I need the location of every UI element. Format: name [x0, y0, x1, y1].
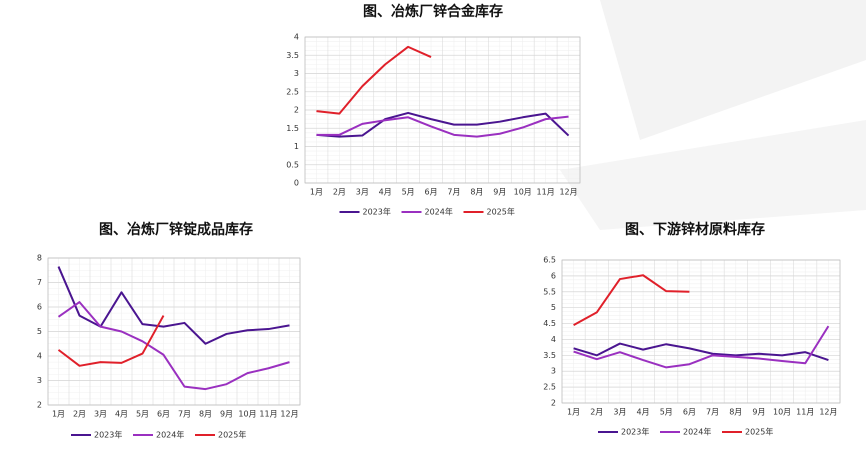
x-tick-label: 8月: [199, 410, 212, 419]
y-tick-label: 2: [551, 399, 556, 408]
x-tick-label: 5月: [402, 188, 415, 197]
x-tick-label: 4月: [637, 408, 650, 417]
series-line: [573, 342, 829, 362]
x-tick-label: 6月: [683, 408, 696, 417]
plot-border: [304, 36, 581, 184]
legend-label: 2025年: [218, 430, 246, 440]
y-tick-label: 3: [37, 376, 42, 385]
x-tick-label: 11月: [259, 410, 277, 419]
x-tick-label: 3月: [356, 188, 369, 197]
x-tick-label: 12月: [280, 410, 298, 419]
series-line: [57, 266, 290, 345]
x-tick-label: 5月: [136, 410, 149, 419]
y-tick-label: 3: [551, 367, 556, 376]
y-tick-label: 5: [551, 303, 556, 312]
x-tick-label: 2月: [73, 410, 86, 419]
x-tick-label: 11月: [537, 188, 555, 197]
x-tick-label: 6月: [157, 410, 170, 419]
x-tick-label: 2月: [590, 408, 603, 417]
x-tick-label: 4月: [379, 188, 392, 197]
legend-label: 2024年: [156, 430, 184, 440]
decoration: [560, 120, 866, 230]
legend-label: 2023年: [621, 427, 649, 437]
y-tick-label: 2: [37, 401, 42, 410]
x-tick-label: 10月: [514, 188, 532, 197]
chart-title: 图、下游锌材原料库存: [625, 221, 765, 238]
series-line: [57, 301, 290, 391]
x-tick-label: 10月: [773, 408, 791, 417]
y-tick-label: 0.5: [286, 160, 299, 169]
x-tick-label: 1月: [52, 410, 65, 419]
x-tick-label: 4月: [115, 410, 128, 419]
y-tick-label: 3.5: [286, 51, 299, 60]
y-tick-label: 4: [37, 352, 42, 361]
x-tick-label: 8月: [470, 188, 483, 197]
x-tick-label: 5月: [660, 408, 673, 417]
series-line: [57, 315, 165, 367]
y-tick-label: 5.5: [543, 287, 556, 296]
x-tick-label: 3月: [94, 410, 107, 419]
x-tick-label: 1月: [310, 188, 323, 197]
x-tick-label: 10月: [238, 410, 256, 419]
y-tick-label: 2: [294, 106, 299, 115]
y-tick-label: 7: [37, 278, 42, 287]
legend-label: 2023年: [363, 207, 391, 217]
chart-title: 图、冶炼厂锌锭成品库存: [99, 221, 253, 238]
chart-title: 图、冶炼厂锌合金库存: [363, 3, 503, 20]
x-tick-label: 9月: [220, 410, 233, 419]
x-tick-label: 6月: [424, 188, 437, 197]
legend-label: 2024年: [425, 207, 453, 217]
series-line: [316, 45, 432, 115]
legend-label: 2025年: [745, 427, 773, 437]
y-tick-label: 1: [294, 142, 299, 151]
y-tick-label: 5: [37, 327, 42, 336]
y-tick-label: 6: [551, 271, 556, 280]
legend-label: 2023年: [94, 430, 122, 440]
y-tick-label: 1.5: [286, 124, 299, 133]
y-tick-label: 6: [37, 303, 42, 312]
plot-border: [561, 259, 841, 404]
x-tick-label: 7月: [447, 188, 460, 197]
series-line: [316, 111, 570, 138]
x-tick-label: 9月: [493, 188, 506, 197]
y-tick-label: 2.5: [286, 87, 299, 96]
plot-border: [47, 257, 301, 406]
x-tick-label: 7月: [706, 408, 719, 417]
y-tick-label: 4: [294, 33, 299, 42]
x-tick-label: 9月: [752, 408, 765, 417]
y-tick-label: 2.5: [543, 383, 556, 392]
decoration: [600, 0, 866, 140]
x-tick-label: 3月: [613, 408, 626, 417]
y-tick-label: 0: [294, 179, 299, 188]
x-tick-label: 2月: [333, 188, 346, 197]
x-tick-label: 12月: [559, 188, 577, 197]
y-tick-label: 3.5: [543, 351, 556, 360]
x-tick-label: 7月: [178, 410, 191, 419]
x-tick-label: 12月: [819, 408, 837, 417]
y-tick-label: 3: [294, 69, 299, 78]
legend-label: 2024年: [683, 427, 711, 437]
y-tick-label: 8: [37, 254, 42, 263]
legend-label: 2025年: [487, 207, 515, 217]
y-tick-label: 6.5: [543, 256, 556, 265]
y-tick-label: 4.5: [543, 319, 556, 328]
x-tick-label: 8月: [729, 408, 742, 417]
series-line: [573, 274, 690, 327]
y-tick-label: 4: [551, 335, 556, 344]
x-tick-label: 1月: [567, 408, 580, 417]
series-line: [316, 115, 569, 138]
series-line: [573, 325, 830, 369]
x-tick-label: 11月: [796, 408, 814, 417]
